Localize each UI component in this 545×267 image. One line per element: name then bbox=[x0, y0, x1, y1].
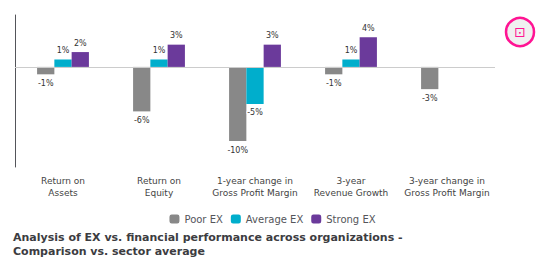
svg-text:4%: 4% bbox=[362, 24, 375, 33]
svg-text:Return on: Return on bbox=[137, 176, 181, 186]
svg-text:3%: 3% bbox=[266, 31, 279, 40]
svg-text:Assets: Assets bbox=[48, 188, 78, 198]
svg-text:1%: 1% bbox=[153, 46, 166, 55]
svg-text:-10%: -10% bbox=[227, 146, 248, 155]
svg-text:-5%: -5% bbox=[247, 108, 263, 117]
svg-text:Analysis of EX vs. financial p: Analysis of EX vs. financial performance… bbox=[13, 231, 403, 244]
svg-text:3%: 3% bbox=[170, 31, 183, 40]
svg-text:Poor EX: Poor EX bbox=[184, 214, 223, 225]
svg-text:Gross Profit Margin: Gross Profit Margin bbox=[212, 188, 297, 198]
svg-text:Gross Profit Margin: Gross Profit Margin bbox=[404, 188, 489, 198]
svg-text:1%: 1% bbox=[345, 46, 358, 55]
svg-text:-3%: -3% bbox=[422, 94, 438, 103]
svg-text:1%: 1% bbox=[57, 46, 70, 55]
svg-text:-1%: -1% bbox=[38, 79, 54, 88]
svg-text:Equity: Equity bbox=[145, 188, 174, 198]
svg-text:-6%: -6% bbox=[134, 116, 150, 125]
svg-text:3-year: 3-year bbox=[337, 176, 366, 186]
svg-text:Average EX: Average EX bbox=[246, 214, 304, 225]
svg-text:Comparison vs. sector average: Comparison vs. sector average bbox=[13, 245, 205, 258]
svg-text:⊡: ⊡ bbox=[514, 24, 526, 40]
svg-text:Revenue Growth: Revenue Growth bbox=[314, 188, 389, 198]
svg-text:Return on: Return on bbox=[41, 176, 85, 186]
svg-text:-1%: -1% bbox=[326, 79, 342, 88]
svg-text:3-year change in: 3-year change in bbox=[409, 176, 485, 186]
svg-text:1-year change in: 1-year change in bbox=[217, 176, 293, 186]
svg-text:2%: 2% bbox=[74, 39, 87, 48]
svg-text:Strong EX: Strong EX bbox=[326, 214, 375, 225]
